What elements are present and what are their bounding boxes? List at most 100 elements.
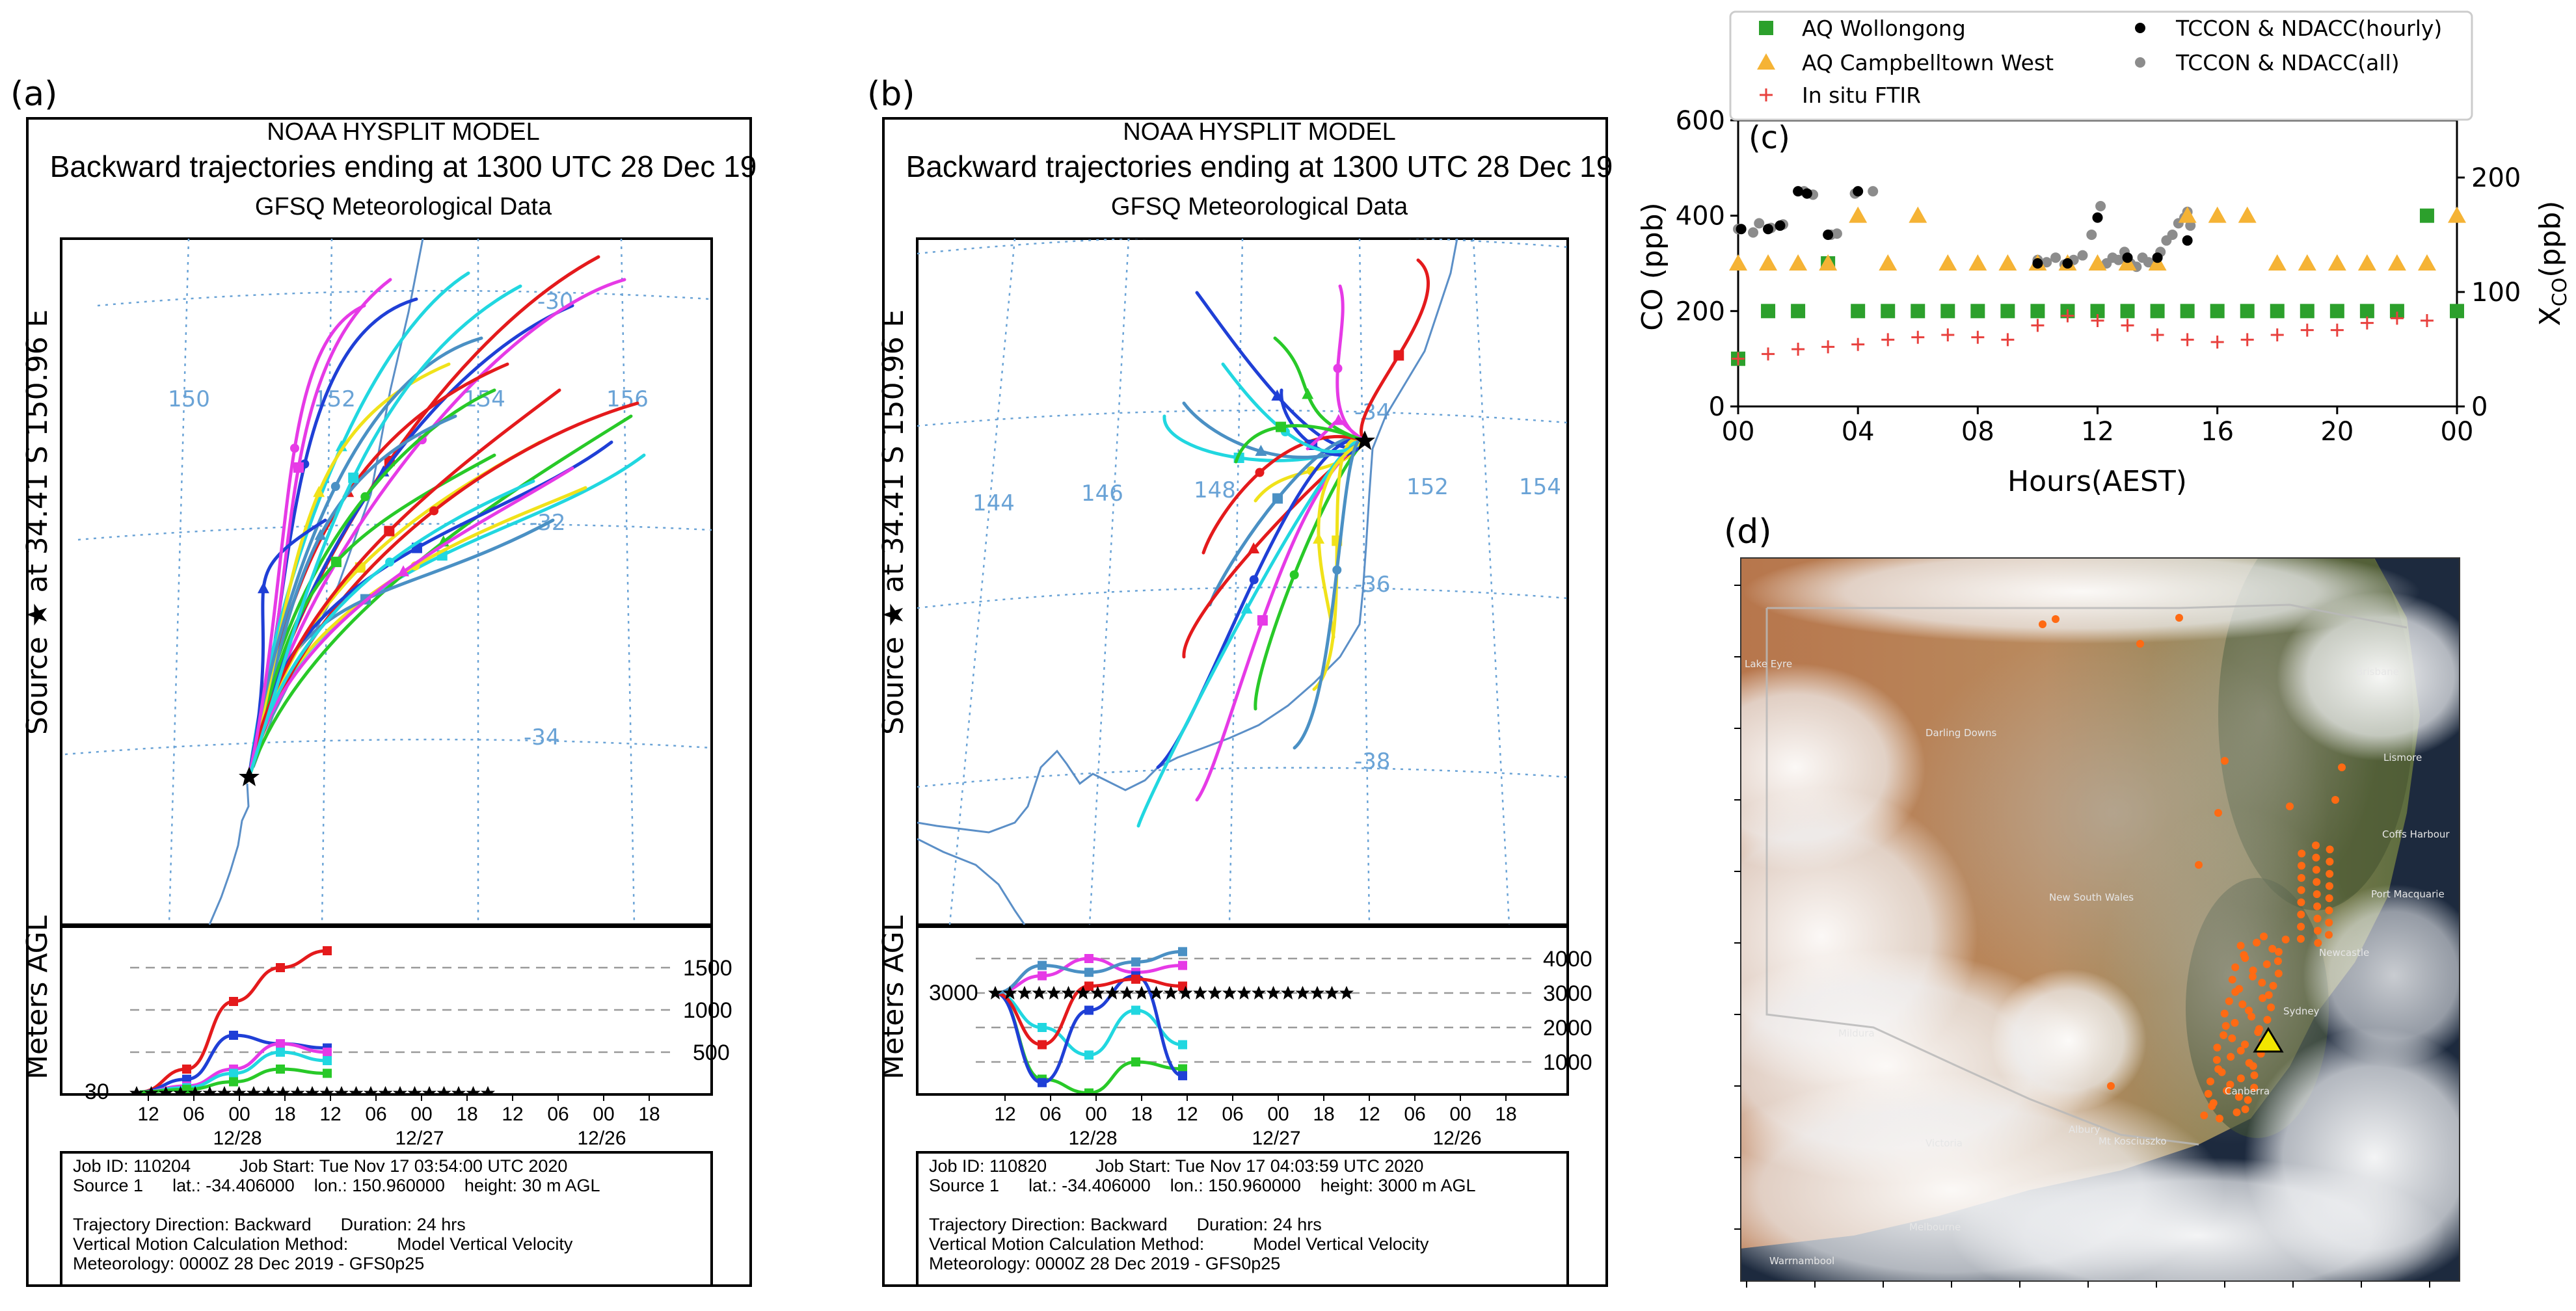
panel-c-y-label: CO (ppb): [1636, 202, 1669, 330]
fire-hotspot: [2325, 894, 2333, 903]
panel-b-coastline: [917, 239, 1458, 925]
fire-hotspot: [2175, 614, 2183, 622]
place-label: Albury: [2069, 1124, 2100, 1135]
panel-b-subtitle: Backward trajectories ending at 1300 UTC…: [906, 150, 1613, 183]
panel-a-info: Job ID: 110204 Job Start: Tue Nov 17 03:…: [73, 1156, 600, 1273]
fire-hotspot: [2313, 927, 2322, 935]
trajectory-line: [247, 518, 327, 779]
legend-label: TCCON & NDACC(hourly): [2175, 16, 2442, 41]
trajectory-marker: [1393, 350, 1404, 361]
panel-b-info-line: Trajectory Direction: Backward Duration:…: [929, 1215, 1322, 1234]
data-point: [2000, 304, 2015, 319]
height-series-line: [995, 977, 1183, 1047]
height-series-marker: [1038, 1040, 1047, 1050]
height-series-marker: [1131, 1057, 1140, 1066]
height-star-marker: [1310, 986, 1324, 1000]
data-point: [2167, 230, 2178, 240]
trajectory-marker: [1255, 445, 1267, 456]
data-point: [2178, 206, 2197, 223]
time-tick-label: 00: [228, 1104, 250, 1125]
time-tick-label: 12: [1176, 1104, 1198, 1125]
height-star-marker: [276, 1086, 290, 1094]
fire-hotspot: [2221, 1022, 2230, 1030]
data-point: [1939, 254, 1957, 271]
fire-hotspot: [2258, 979, 2266, 987]
data-point: [2088, 254, 2107, 271]
panel-a-info-line: Meteorology: 0000Z 28 Dec 2019 - GFS0p25: [73, 1254, 424, 1273]
fire-hotspot: [2039, 620, 2046, 628]
panel-a-lon-label: 150: [168, 386, 210, 412]
x-tick-label: 20: [2320, 417, 2354, 447]
place-label: Sydney: [2283, 1005, 2320, 1017]
panel-b-info-box: [916, 1151, 1569, 1287]
fire-hotspot: [2313, 890, 2321, 898]
panel-a-met-title: GFSQ Meteorological Data: [255, 193, 552, 220]
height-series-marker: [1131, 1005, 1140, 1015]
trajectory-line: [247, 304, 366, 779]
trajectory-marker: [257, 582, 269, 594]
data-point: [1971, 330, 1985, 344]
fire-hotspot: [2228, 1034, 2236, 1042]
height-series-marker: [323, 1048, 332, 1057]
time-tick-label: 06: [1222, 1104, 1243, 1125]
trajectory-marker: [1332, 565, 1342, 575]
data-point: [1911, 304, 1925, 319]
height-series-marker: [323, 1056, 332, 1065]
fire-hotspot: [2281, 935, 2290, 944]
height-star-marker: [1076, 986, 1090, 1000]
fire-hotspot: [2325, 918, 2333, 927]
trajectory-marker: [293, 462, 304, 473]
place-label: Warrnambool: [1769, 1255, 1834, 1267]
place-label: Canberra: [2225, 1085, 2270, 1097]
fire-hotspot: [2204, 1090, 2212, 1098]
y-tick-label: 600: [1676, 106, 1725, 136]
data-point: [2182, 235, 2193, 246]
height-series-marker: [229, 997, 238, 1006]
data-point: [1732, 352, 1745, 365]
height-series-marker: [1178, 947, 1187, 957]
panel-b-height-label: 3000: [1543, 981, 1592, 1006]
panel-b-height-labels: 4000 3000 2000 1000 3000: [929, 947, 1592, 1075]
panel-a-trajectories: [247, 255, 646, 779]
y-tick-label-right: 100: [2471, 278, 2521, 308]
height-star-marker: [1237, 986, 1252, 1000]
fire-hotspot: [2208, 1102, 2216, 1111]
trajectory-marker: [1333, 364, 1343, 373]
time-tick-label: 00: [1267, 1104, 1289, 1125]
panel-c-marks: [1729, 186, 2466, 366]
height-star-marker: [393, 1086, 407, 1094]
fire-hotspot: [2214, 809, 2222, 817]
height-series-marker: [1084, 1050, 1093, 1060]
x-tick-label: 04: [1842, 417, 1875, 447]
height-star-marker: [422, 1086, 436, 1094]
data-point: [2091, 314, 2104, 327]
fire-hotspot: [2296, 934, 2305, 943]
panel-a-lon-label: 156: [606, 386, 649, 412]
panel-b-info-line: Job ID: 110820 Job Start: Tue Nov 17 04:…: [929, 1156, 1423, 1176]
data-point: [2152, 252, 2163, 263]
wollongong-marker: [2253, 1027, 2284, 1053]
trajectory-marker: [1248, 542, 1260, 553]
data-point: [1879, 254, 1898, 271]
time-tick-label: 00: [410, 1104, 432, 1125]
trajectory-marker: [1249, 575, 1259, 585]
fire-hotspot: [2241, 954, 2249, 962]
height-star-marker: [1339, 986, 1354, 1000]
panel-b-label: (b): [867, 75, 915, 114]
height-star-marker: [173, 1086, 188, 1094]
height-star-marker: [1266, 986, 1281, 1000]
data-point: [1998, 254, 2017, 271]
fire-hotspot: [2325, 907, 2333, 914]
panel-b-map-content: 144 146 148 152 154 -34 -36 -38: [917, 239, 1568, 925]
data-point: [2077, 250, 2088, 261]
panel-b-date-label: 12/27: [1252, 1128, 1300, 1149]
panel-a-header: NOAA HYSPLIT MODEL Backward trajectories…: [50, 118, 757, 220]
data-point: [2210, 336, 2224, 349]
panel-a-graticule: [64, 239, 712, 925]
panel-a-date-label: 12/27: [395, 1128, 444, 1149]
panel-a-info-line: Vertical Motion Calculation Method: Mode…: [73, 1234, 573, 1254]
trajectory-marker: [360, 492, 370, 501]
place-label: Newcastle: [2319, 947, 2369, 959]
trajectory-marker: [1257, 615, 1268, 626]
panel-b-y-axis-label: Meters AGL: [877, 915, 910, 1079]
